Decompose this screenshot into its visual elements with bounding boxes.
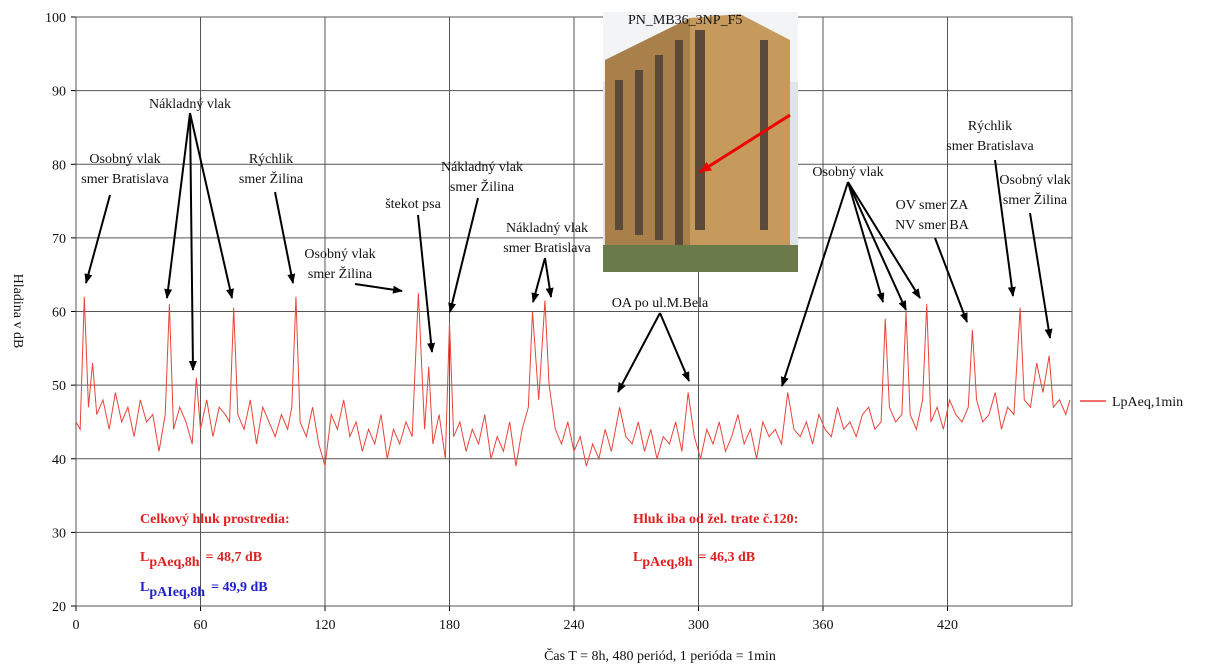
annotation: Osobný vlak: [304, 247, 375, 262]
annotation: štekot psa: [385, 197, 441, 212]
annotation: Nákladný vlak: [149, 97, 231, 112]
annotation: smer Žilina: [239, 170, 304, 187]
y-tick-label: 90: [52, 85, 66, 100]
summary-rest: = 48,7 dB: [206, 550, 263, 565]
x-axis-label: Čas T = 8h, 480 periód, 1 perióda = 1min: [544, 647, 776, 664]
annotation: OV smer ZA: [896, 198, 970, 213]
y-tick-label: 60: [52, 306, 66, 321]
x-tick-label: 420: [937, 618, 958, 633]
annotation: Nákladný vlak: [441, 160, 523, 175]
summary-rest: = 46,3 dB: [699, 550, 756, 565]
annotation: smer Žilina: [450, 178, 515, 195]
annotation: Osobný vlak: [812, 165, 883, 180]
annotation: Nákladný vlak: [506, 221, 588, 236]
x-tick-label: 240: [564, 618, 585, 633]
annotation: smer Žilina: [1003, 191, 1068, 208]
y-tick-label: 80: [52, 158, 66, 173]
plot-frame: [75, 16, 1073, 607]
summary-heading: Celkový hluk prostredia:: [140, 512, 290, 527]
annotation: smer Bratislava: [946, 139, 1034, 154]
summary-symbol: L: [633, 550, 642, 565]
summary-value: LpAeq,8h = 46,3 dB: [633, 550, 755, 570]
annotation: smer Bratislava: [81, 172, 169, 187]
summary-heading: Hluk iba od žel. trate č.120:: [633, 512, 798, 527]
x-tick-label: 60: [194, 618, 208, 633]
legend-label: LpAeq,1min: [1112, 395, 1183, 410]
annotation: OA po ul.M.Bela: [612, 296, 709, 311]
photo: [603, 12, 798, 272]
summary-symbol: L: [140, 580, 149, 595]
summary-subscript: pAeq,8h: [642, 555, 692, 570]
summary-subscript: pAIeq,8h: [149, 585, 205, 600]
y-tick-label: 50: [52, 379, 66, 394]
annotation-arrows: [84, 112, 1053, 393]
annotation: NV smer BA: [895, 218, 970, 233]
y-tick-label: 70: [52, 232, 66, 247]
x-tick-label: 180: [439, 618, 460, 633]
x-tick-label: 0: [73, 618, 80, 633]
y-axis-label: Hladina v dB: [10, 274, 25, 349]
photo-label: PN_MB36_3NP_F5: [628, 13, 742, 28]
annotation: Rýchlik: [249, 152, 293, 167]
annotation: Osobný vlak: [999, 173, 1070, 188]
annotation: smer Žilina: [308, 265, 373, 282]
y-tick-label: 40: [52, 453, 66, 468]
x-tick-label: 360: [813, 618, 834, 633]
y-tick-label: 30: [52, 526, 66, 541]
annotation: Osobný vlak: [89, 152, 160, 167]
x-tick-label: 300: [688, 618, 709, 633]
y-tick-label: 100: [45, 11, 66, 26]
summary-symbol: L: [140, 550, 149, 565]
y-tick-label: 20: [52, 600, 66, 615]
annotation: Rýchlik: [968, 119, 1012, 134]
summary-rest: = 49,9 dB: [211, 580, 268, 595]
x-tick-label: 120: [315, 618, 336, 633]
summary-value: LpAeq,8h = 48,7 dB: [140, 550, 262, 570]
annotation: smer Bratislava: [503, 241, 591, 256]
data-line: [75, 293, 1071, 467]
summary-subscript: pAeq,8h: [149, 555, 199, 570]
summary-value: LpAIeq,8h = 49,9 dB: [140, 580, 268, 600]
